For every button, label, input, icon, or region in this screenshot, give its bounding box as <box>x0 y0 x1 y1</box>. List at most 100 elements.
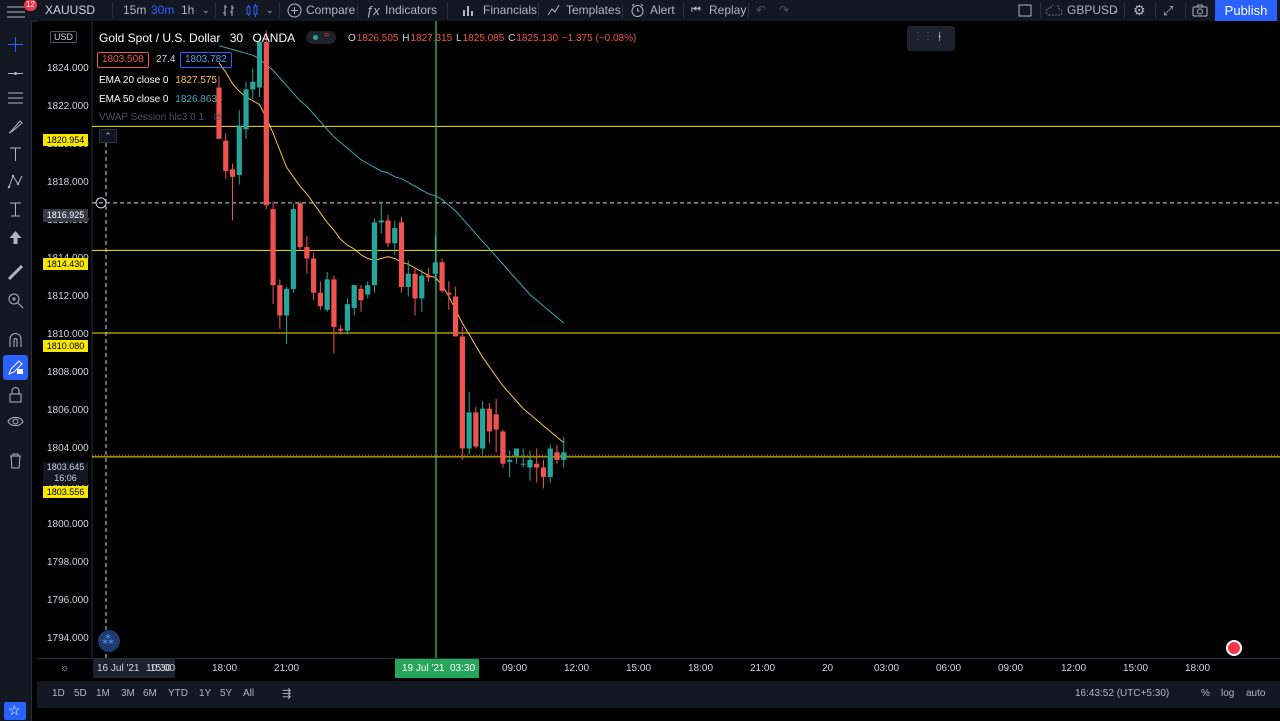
trend-line-icon[interactable] <box>7 65 24 82</box>
ema20-legend[interactable]: EMA 20 close 0 1827.575 <box>99 75 217 86</box>
fib-retracement-icon[interactable] <box>7 90 24 107</box>
eye-icon[interactable] <box>7 413 24 430</box>
price-chart[interactable] <box>37 21 1280 658</box>
log-toggle[interactable]: log <box>1221 688 1235 699</box>
prediction-icon[interactable] <box>7 201 24 218</box>
range-button-all[interactable]: All <box>243 688 255 699</box>
candle-body <box>459 336 465 449</box>
candle-body <box>540 467 547 477</box>
time-axis[interactable]: ☼ 16 Jul '21 10:30 15:00 18:00 21:00 09:00 1… <box>37 658 1280 679</box>
interval-1h[interactable]: 1h <box>181 3 195 17</box>
menu-button[interactable]: 12 <box>5 0 37 20</box>
hamburger-menu-icon[interactable] <box>7 4 25 18</box>
floating-drawing-toolbar[interactable]: ⋮⋮ ⍿ <box>907 26 955 51</box>
chart-pane[interactable] <box>37 21 1280 658</box>
us-flag-icon[interactable] <box>1226 640 1242 656</box>
range-button-1m[interactable]: 1M <box>96 688 110 699</box>
templates-button[interactable]: Templates <box>566 3 621 17</box>
alert-button[interactable]: Alert <box>650 3 675 17</box>
ema50-label: EMA 50 close 0 <box>99 94 169 105</box>
hidden-eye-icon[interactable]: ⊘ <box>212 112 222 123</box>
ema50-legend[interactable]: EMA 50 close 0 1826.863 <box>99 94 217 105</box>
divider <box>1185 3 1186 18</box>
sell-price-button[interactable]: 1803.508 <box>97 52 149 68</box>
plus-circle-icon[interactable] <box>287 3 302 18</box>
range-button-ytd[interactable]: YTD <box>168 688 188 699</box>
interval-15m[interactable]: 15m <box>123 3 147 17</box>
market-status-badge[interactable]: ≈ <box>306 30 336 44</box>
settings-sun-icon[interactable]: ☼ <box>60 663 70 674</box>
publish-button[interactable]: Publish <box>1215 0 1277 21</box>
drag-handle-icon[interactable]: ⋮⋮ <box>913 31 933 42</box>
undo-icon[interactable]: ↶ <box>756 3 767 17</box>
watchlist-star-button[interactable]: ☆ <box>4 702 26 720</box>
lock-icon[interactable] <box>7 386 24 403</box>
arrow-up-icon[interactable] <box>7 229 24 246</box>
auto-toggle[interactable]: auto <box>1246 688 1266 699</box>
cloud-icon[interactable] <box>1045 5 1063 16</box>
redo-icon[interactable]: ↷ <box>779 3 790 17</box>
horizontal-line-label[interactable]: 1814.430 <box>43 258 88 270</box>
price-tick-label: 1808.000 <box>47 366 89 378</box>
range-button-6m[interactable]: 6M <box>143 688 157 699</box>
time-tick-label: 12:00 <box>564 663 590 674</box>
symbol-search[interactable]: XAUUSD <box>45 3 96 17</box>
pattern-icon[interactable] <box>7 173 24 190</box>
symbol-title: Gold Spot / U.S. Dollar 30 OANDA <box>99 31 295 45</box>
trash-icon[interactable] <box>7 452 24 469</box>
text-tool-icon[interactable] <box>7 146 24 163</box>
range-button-3m[interactable]: 3M <box>121 688 135 699</box>
horizontal-line-label[interactable]: 1810.080 <box>43 340 88 352</box>
interval-30m[interactable]: 30m <box>151 3 175 17</box>
alarm-clock-icon[interactable] <box>630 3 645 18</box>
layout-name[interactable]: GBPUSD <box>1067 3 1118 17</box>
buy-price-button[interactable]: 1803.782 <box>180 52 232 68</box>
notification-badge: 12 <box>24 0 37 11</box>
indicators-icon[interactable]: ƒx <box>366 3 380 18</box>
range-button-1y[interactable]: 1Y <box>199 688 212 699</box>
stay-in-drawing-mode-button[interactable] <box>3 355 28 380</box>
horizontal-line-label[interactable]: 1803.556 <box>43 486 88 498</box>
brush-icon[interactable] <box>7 118 24 135</box>
candles-style-icon[interactable] <box>245 4 259 17</box>
replay-button[interactable]: Replay <box>709 3 747 17</box>
goto-date-icon[interactable]: ⇶ <box>282 688 292 700</box>
candle-body <box>453 296 459 337</box>
magnet-icon[interactable] <box>7 332 24 349</box>
zoom-in-icon[interactable] <box>7 292 24 309</box>
candle-body <box>466 412 472 449</box>
crosshair-icon[interactable] <box>7 36 24 53</box>
financials-button[interactable]: Financials <box>483 3 538 17</box>
chart-type-dropdown-icon[interactable]: ⌄ <box>266 5 274 15</box>
layout-icon[interactable] <box>1018 4 1032 17</box>
percent-toggle[interactable]: % <box>1201 688 1210 699</box>
financials-icon[interactable] <box>462 4 476 17</box>
collapse-legend-button[interactable]: ⌃ <box>99 129 117 143</box>
low-value: 1825.085 <box>462 33 505 44</box>
vertical-line-icon[interactable]: ⍿ <box>938 29 942 44</box>
ohlc-values: O1826.505 H1827.315 L1825.085 C1825.130 … <box>348 33 637 44</box>
candle-body <box>290 209 296 289</box>
replay-icon[interactable]: ⏮ <box>691 4 701 16</box>
range-button-1d[interactable]: 1D <box>52 688 65 699</box>
range-button-5y[interactable]: 5Y <box>220 688 233 699</box>
camera-icon[interactable] <box>1192 4 1208 17</box>
indicators-button[interactable]: Indicators <box>385 3 438 17</box>
bar-style-icon[interactable] <box>222 4 236 17</box>
candle-body <box>385 220 391 244</box>
horizontal-line-label[interactable]: 1820.954 <box>43 134 88 146</box>
compare-button[interactable]: Compare <box>306 3 356 17</box>
ruler-icon[interactable] <box>7 264 24 281</box>
clock[interactable]: 16:43:52 (UTC+5:30) <box>1075 688 1170 699</box>
templates-icon[interactable] <box>547 4 562 17</box>
currency-selector[interactable]: USD <box>50 31 78 43</box>
candle-body <box>297 203 303 248</box>
vwap-legend[interactable]: VWAP Session hlc3 0 1 ⊘ <box>99 112 221 123</box>
range-button-5d[interactable]: 5D <box>74 688 87 699</box>
replay-dot-button[interactable]: ⁂ <box>98 630 120 652</box>
currency-label[interactable]: USD <box>50 31 78 43</box>
gear-icon[interactable]: ⚙ <box>1133 2 1146 18</box>
fullscreen-icon[interactable]: ⤢ <box>1163 3 1174 18</box>
layout-dropdown-icon[interactable]: ⌄ <box>1112 5 1120 15</box>
interval-dropdown-icon[interactable]: ⌄ <box>202 5 210 15</box>
